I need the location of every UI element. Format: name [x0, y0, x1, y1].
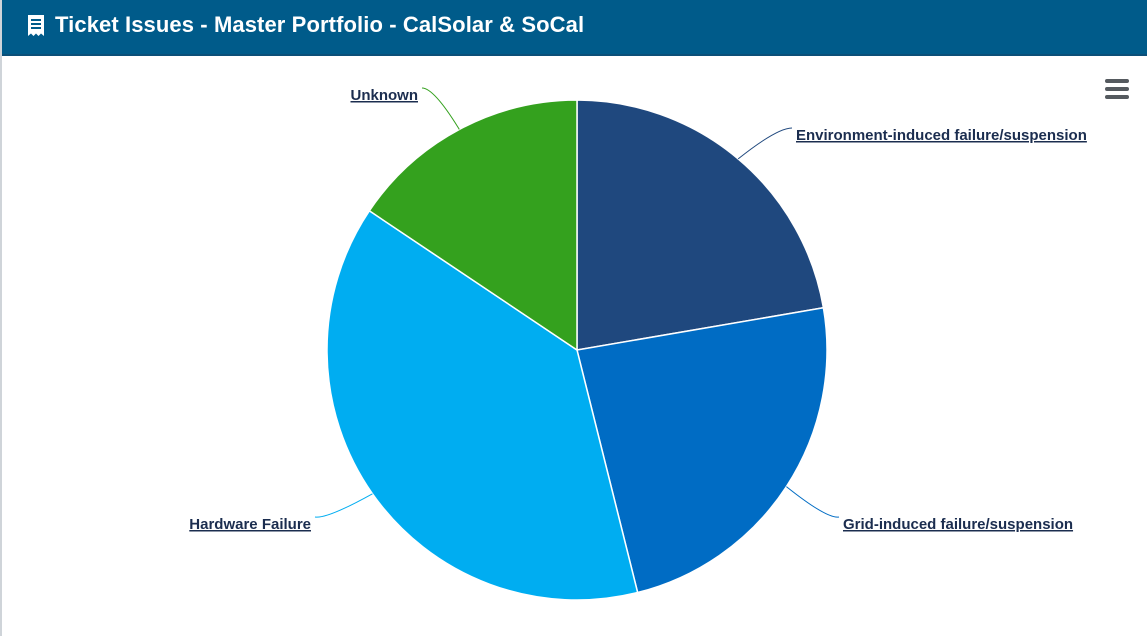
connector-line — [786, 486, 840, 518]
pie-slice-grid-induced-failure-suspension[interactable] — [576, 307, 828, 594]
connector-line — [314, 493, 373, 518]
pie-slice-unknown[interactable] — [368, 99, 578, 351]
pie-chart: Environment-induced failure/suspension Gr… — [189, 87, 1087, 601]
connector-line — [737, 127, 793, 160]
slice-label[interactable]: Hardware Failure — [189, 516, 311, 533]
pie-slice-environment-induced-failure-suspension[interactable] — [576, 99, 825, 351]
panel-header: Ticket Issues - Master Portfolio - CalSo… — [2, 0, 1147, 56]
panel-title: Ticket Issues - Master Portfolio - CalSo… — [55, 12, 585, 37]
connector-line — [421, 87, 460, 130]
receipt-icon — [28, 15, 44, 36]
hamburger-menu-icon[interactable] — [1103, 77, 1131, 101]
slice-label[interactable]: Unknown — [351, 87, 419, 104]
slice-label[interactable]: Grid-induced failure/suspension — [843, 516, 1073, 533]
slice-label[interactable]: Environment-induced failure/suspension — [796, 127, 1087, 144]
